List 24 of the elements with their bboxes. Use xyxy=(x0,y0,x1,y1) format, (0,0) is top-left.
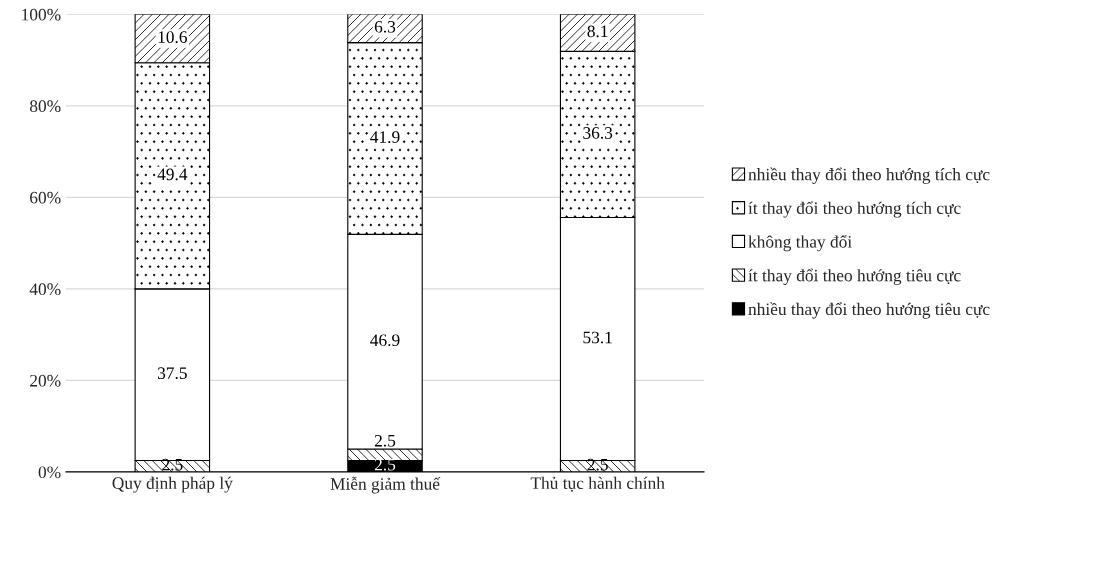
data-label: 49.4 xyxy=(157,168,188,181)
y-tick-label: 80% xyxy=(29,100,61,113)
data-label: 2.5 xyxy=(374,434,396,447)
data-label: 36.3 xyxy=(583,127,613,139)
x-tick-label: Thủ tục hành chính xyxy=(530,476,665,492)
legend-label: nhiều thay đổi theo hướng tiêu cực xyxy=(748,302,990,319)
x-tick-label: Miễn giảm thuế xyxy=(330,476,441,494)
legend-label: nhiều thay đổi theo hướng tích cực xyxy=(748,167,990,184)
data-label: 10.6 xyxy=(158,31,188,43)
y-tick-label: 60% xyxy=(30,191,61,204)
legend-label: không thay đổi xyxy=(748,234,852,252)
data-label: 8.1 xyxy=(587,25,608,38)
y-tick-label: 20% xyxy=(30,374,61,387)
data-label: 41.9 xyxy=(370,131,400,143)
data-label: 46.9 xyxy=(370,334,400,347)
data-label: 37.5 xyxy=(157,367,187,380)
x-tick-label: Quy định pháp lý xyxy=(112,476,233,493)
data-label: 53.1 xyxy=(583,331,612,344)
y-tick-label: 100% xyxy=(22,8,61,21)
data-label: 6.3 xyxy=(374,20,396,33)
y-tick-label: 40% xyxy=(29,283,61,296)
legend-label: ít thay đổi theo hướng tiêu cực xyxy=(748,268,961,285)
y-tick-label: 0% xyxy=(38,466,61,479)
legend-label: ít thay đổi theo hướng tích cực xyxy=(748,201,961,218)
